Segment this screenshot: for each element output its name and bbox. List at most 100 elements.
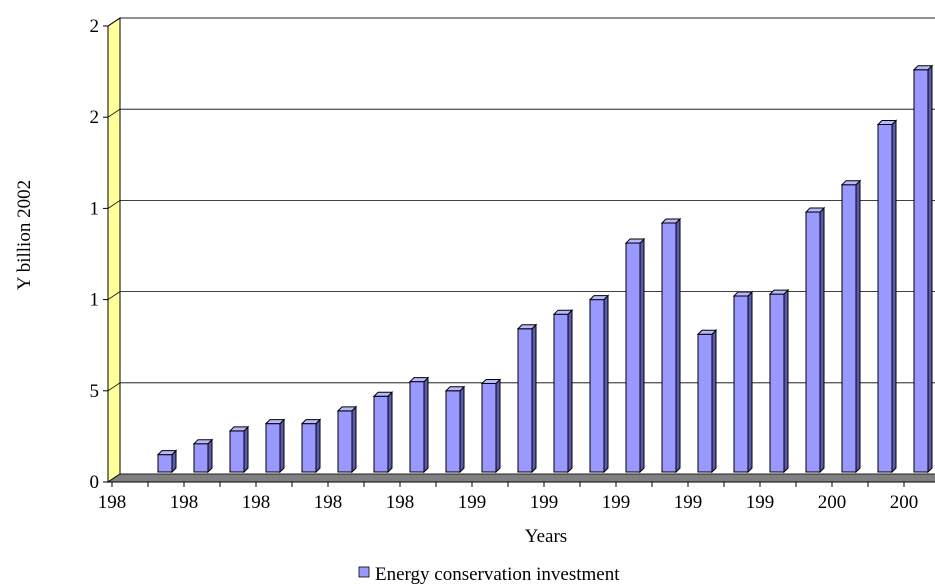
bar-side xyxy=(783,288,789,474)
bar-top xyxy=(768,289,790,295)
y-tick-label: 5 xyxy=(90,381,100,402)
bar xyxy=(516,323,538,474)
bar xyxy=(696,329,718,474)
bar-front xyxy=(373,395,389,473)
y-tick-label: 1 xyxy=(90,198,100,219)
x-tick-label: 200 xyxy=(818,492,847,513)
gridline-side xyxy=(107,108,121,118)
bar-front xyxy=(661,222,677,473)
x-tick-label: 198 xyxy=(170,492,199,513)
bar-side xyxy=(711,329,717,474)
bar-side xyxy=(207,438,213,474)
bar-side xyxy=(855,179,861,474)
x-axis-ticks: 198 198 198 198 198 199 199 199 199 199 200 200 xyxy=(98,481,935,513)
bar-front xyxy=(625,242,641,473)
bar-top xyxy=(624,238,646,244)
bar xyxy=(336,405,358,474)
bar-side xyxy=(531,323,537,474)
x-tick-label: 198 xyxy=(98,492,127,513)
gridlines xyxy=(107,17,935,392)
x-tick-label: 199 xyxy=(746,492,775,513)
bar-side xyxy=(567,308,573,474)
gridline-side xyxy=(107,17,121,27)
x-tick-label: 198 xyxy=(314,492,343,513)
x-tick-label: 199 xyxy=(530,492,559,513)
bar-side xyxy=(747,290,753,474)
bar xyxy=(480,378,502,474)
gridline-side xyxy=(107,291,121,300)
bar-front xyxy=(877,123,893,473)
bar-front xyxy=(265,423,281,473)
bar xyxy=(408,376,430,474)
y-tick-label: 2 xyxy=(90,107,100,128)
bar-top xyxy=(804,207,826,213)
floor xyxy=(106,473,935,483)
bar-front xyxy=(481,383,497,473)
bar-front xyxy=(733,295,749,473)
bar-side xyxy=(891,119,897,474)
bar-top xyxy=(156,450,178,456)
legend-swatch xyxy=(358,566,370,578)
bars xyxy=(156,64,934,474)
side-wall xyxy=(107,17,121,483)
bar-top xyxy=(228,426,250,432)
bar-top xyxy=(696,329,718,335)
bar-side xyxy=(423,376,429,474)
y-axis-ticks: 0 5 1 1 2 2 xyxy=(90,16,109,493)
bar-top xyxy=(552,309,574,315)
bar-front xyxy=(841,184,857,473)
bar-front xyxy=(553,313,569,473)
bar xyxy=(912,64,934,474)
bar-front xyxy=(229,430,245,473)
bar xyxy=(300,418,322,474)
bar xyxy=(876,119,898,474)
bar-top xyxy=(300,419,322,425)
bar-front xyxy=(409,381,425,473)
y-tick-label: 1 xyxy=(90,290,100,311)
gridline-side xyxy=(107,200,121,209)
bar-top xyxy=(876,119,898,125)
x-tick-label: 199 xyxy=(458,492,487,513)
bar xyxy=(192,438,214,474)
bar-front xyxy=(193,443,209,473)
legend: Energy conservation investment xyxy=(358,564,620,584)
bar-top xyxy=(732,291,754,297)
x-tick-label: 198 xyxy=(386,492,415,513)
bar-side xyxy=(243,425,249,474)
bar-top xyxy=(588,295,610,301)
bar-front xyxy=(337,410,353,473)
bar-top xyxy=(840,180,862,186)
bar-side xyxy=(639,237,645,474)
bar xyxy=(804,206,826,474)
bar xyxy=(156,449,178,474)
bar xyxy=(228,425,250,474)
bar-side xyxy=(459,385,465,474)
bar-front xyxy=(157,454,173,473)
bar-front xyxy=(805,211,821,473)
bar-front xyxy=(697,333,713,473)
bar-top xyxy=(516,324,538,330)
bar-top xyxy=(480,379,502,385)
gridline-side xyxy=(107,382,121,392)
bar-front xyxy=(913,69,929,473)
bar-top xyxy=(372,391,394,397)
bar-front xyxy=(517,328,533,473)
bar xyxy=(588,294,610,474)
bar-side xyxy=(675,217,681,474)
bar-side xyxy=(819,206,825,474)
bar xyxy=(768,288,790,474)
bar-top xyxy=(660,218,682,224)
bar-front xyxy=(445,390,461,473)
x-axis-title: Years xyxy=(525,526,567,547)
y-tick-label: 0 xyxy=(90,472,100,493)
bar-side xyxy=(387,391,393,474)
bar-front xyxy=(301,423,317,473)
bar-top xyxy=(336,406,358,412)
bar-side xyxy=(279,418,285,474)
bar-side xyxy=(315,418,321,474)
bar-side xyxy=(351,405,357,474)
y-tick-label: 2 xyxy=(90,16,100,37)
x-tick-label: 200 xyxy=(890,492,919,513)
x-tick-label: 199 xyxy=(674,492,703,513)
